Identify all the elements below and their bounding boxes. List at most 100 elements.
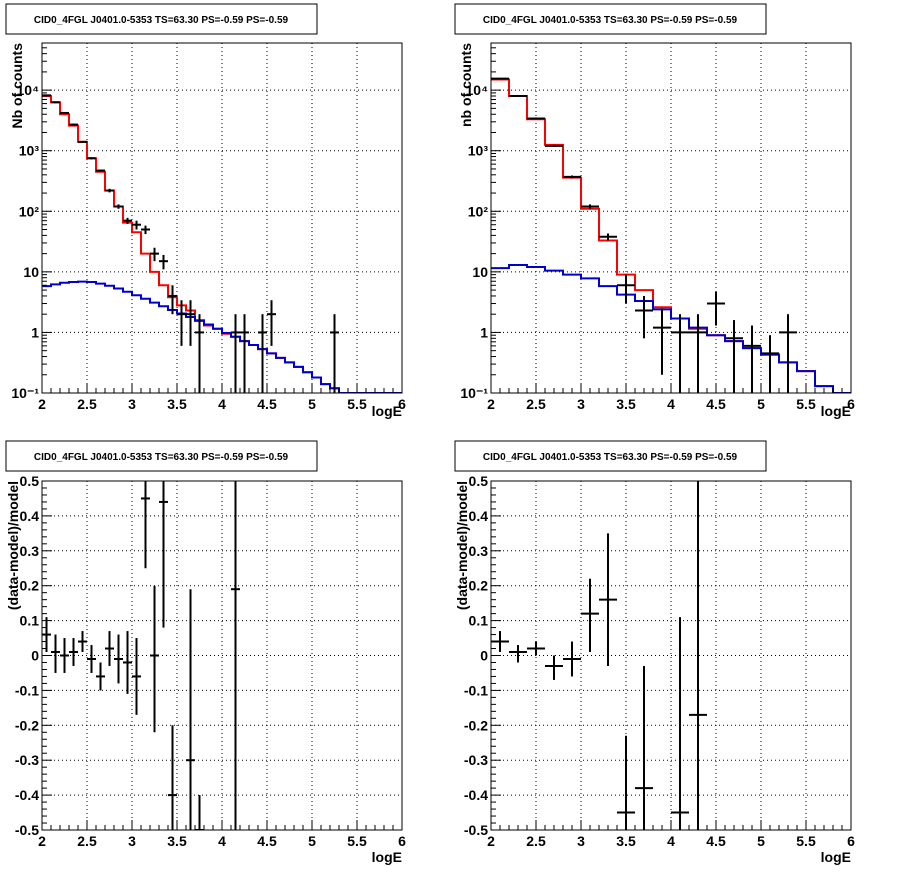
data-layer <box>491 481 707 830</box>
grid <box>42 481 402 830</box>
data-point <box>141 225 150 235</box>
x-tick-label: 4.5 <box>706 833 726 849</box>
y-tick-label: 0.1 <box>20 613 40 629</box>
chart-title: CID0_4FGL J0401.0-5353 TS=63.30 PS=-0.59… <box>483 15 738 26</box>
data-point <box>689 314 707 393</box>
panel-counts-left: CID0_4FGL J0401.0-5353 TS=63.30 PS=-0.59… <box>5 3 406 419</box>
data-point <box>599 233 617 241</box>
y-tick-label: 0.4 <box>20 508 40 524</box>
data-point <box>60 111 69 114</box>
data-point <box>671 617 689 830</box>
data-point <box>105 631 114 666</box>
x-axis-label: logE <box>821 403 851 419</box>
x-tick-label: 3.5 <box>167 396 187 412</box>
data-point <box>96 662 105 691</box>
x-tick-label: 5 <box>308 396 316 412</box>
x-tick-label: 4.5 <box>257 833 277 849</box>
y-tick-label: 0 <box>31 648 39 664</box>
chart-title: CID0_4FGL J0401.0-5353 TS=63.30 PS=-0.59… <box>34 452 289 463</box>
y-axis-label: Nb of counts <box>9 43 25 129</box>
x-tick-label: 6 <box>847 396 855 412</box>
y-tick-label: -0.1 <box>15 682 39 698</box>
data-point <box>69 123 78 126</box>
data-point <box>527 641 545 656</box>
x-tick-label: 4.5 <box>706 396 726 412</box>
chart-title: CID0_4FGL J0401.0-5353 TS=63.30 PS=-0.59… <box>34 15 289 26</box>
data-point <box>581 204 599 209</box>
x-tick-label: 6 <box>847 833 855 849</box>
x-axis-label: logE <box>821 849 851 865</box>
title-box <box>454 440 767 472</box>
x-tick-label: 3 <box>577 833 585 849</box>
x-tick-label: 3 <box>577 396 585 412</box>
data-point <box>635 295 653 339</box>
data-point <box>87 157 96 160</box>
data-point <box>231 481 240 830</box>
y-axis-label: nb of counts <box>458 43 474 127</box>
title-box <box>454 3 767 35</box>
y-tick-label: -0.5 <box>464 822 488 838</box>
x-tick-label: 6 <box>398 396 406 412</box>
y-tick-label: 10⁻¹ <box>460 385 488 401</box>
data-point <box>617 274 635 304</box>
y-tick-label: 0.2 <box>20 578 40 594</box>
y-tick-label: 10² <box>19 203 40 219</box>
data-point <box>150 585 159 733</box>
x-tick-label: 2.5 <box>526 396 546 412</box>
data-point <box>132 220 141 230</box>
data-point <box>87 645 96 673</box>
title-box <box>5 3 318 35</box>
grid <box>491 481 851 830</box>
x-tick-label: 3.5 <box>167 833 187 849</box>
x-tick-label: 4 <box>667 833 675 849</box>
y-tick-label: -0.4 <box>15 787 39 803</box>
data-layer <box>42 481 240 830</box>
data-point <box>177 300 186 346</box>
data-point <box>258 314 267 393</box>
data-point <box>761 335 779 393</box>
x-tick-label: 3.5 <box>616 833 636 849</box>
data-point <box>653 308 671 375</box>
y-tick-label: 10⁻¹ <box>11 385 39 401</box>
plot-area: 2 2.5 3 3.5 4 4.5 5 5.5 6 -0.5 -0.4 -0.3 -0.2 -0.1 0 0.… <box>464 473 855 849</box>
y-tick-label: 10³ <box>19 143 40 159</box>
y-tick-label: -0.3 <box>464 752 488 768</box>
data-point <box>114 634 123 684</box>
data-point <box>114 204 123 209</box>
data-point <box>563 641 581 677</box>
data-point <box>51 101 60 104</box>
y-tick-label: 0.3 <box>469 543 489 559</box>
y-tick-label: 0.2 <box>469 578 489 594</box>
x-tick-label: 5.5 <box>347 396 367 412</box>
data-point <box>545 655 563 680</box>
data-point <box>689 481 707 830</box>
x-axis-label: logE <box>372 403 402 419</box>
data-point <box>743 325 761 393</box>
x-tick-label: 2 <box>487 833 495 849</box>
data-point <box>195 314 204 393</box>
plot-area: 2 2.5 3 3.5 4 4.5 5 5.5 6 10⁻¹ 1 10 10² 10³ 10⁴ <box>11 42 406 412</box>
y-tick-label: 10 <box>472 264 488 280</box>
x-tick-label: 4 <box>218 396 226 412</box>
data-point <box>671 314 689 393</box>
y-tick-label: 10⁴ <box>466 82 489 98</box>
panel-residual-left: CID0_4FGL J0401.0-5353 TS=63.30 PS=-0.59… <box>5 440 406 865</box>
data-point <box>186 589 195 830</box>
chart-title: CID0_4FGL J0401.0-5353 TS=63.30 PS=-0.59… <box>483 452 738 463</box>
x-tick-label: 5.5 <box>347 833 367 849</box>
x-axis-label: logE <box>372 849 402 865</box>
x-tick-label: 5 <box>757 396 765 412</box>
data-point <box>78 631 87 653</box>
y-tick-label: 0.1 <box>469 613 489 629</box>
data-point <box>240 314 249 393</box>
series-histogram <box>42 280 402 393</box>
data-point <box>725 320 743 393</box>
x-tick-label: 2 <box>38 396 46 412</box>
data-point <box>707 291 725 326</box>
data-point <box>105 188 114 193</box>
y-tick-label: -0.3 <box>15 752 39 768</box>
data-point <box>599 533 617 666</box>
x-tick-label: 4 <box>218 833 226 849</box>
y-tick-label: 0.3 <box>20 543 40 559</box>
x-tick-label: 5 <box>308 833 316 849</box>
